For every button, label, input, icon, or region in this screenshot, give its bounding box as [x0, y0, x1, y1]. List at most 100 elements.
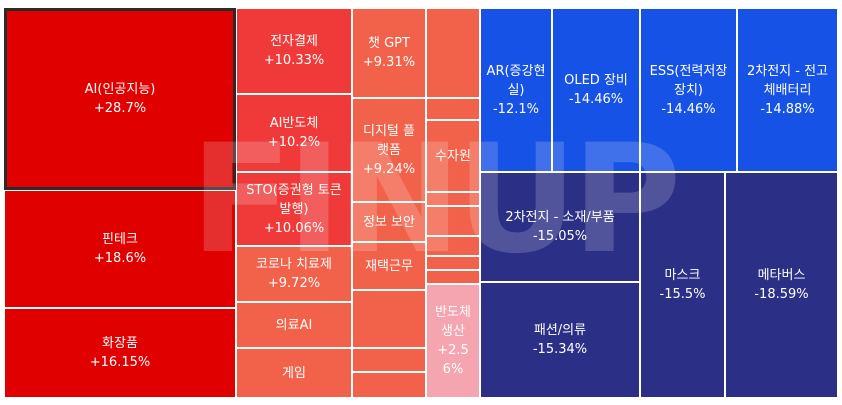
tile-label-line: 장치) — [673, 82, 703, 98]
treemap-tile-20[interactable] — [426, 206, 480, 236]
tile-label: 의료AI — [273, 316, 316, 335]
tile-label: 게임 — [279, 364, 309, 383]
tile-change: +16.15% — [89, 355, 151, 370]
treemap-tile-8[interactable]: 게임 — [236, 348, 352, 398]
treemap-tile-22[interactable] — [426, 256, 480, 270]
tile-label: 재택근무 — [362, 257, 416, 276]
tile-name: 2차전지 - 소재/부품 — [505, 210, 615, 225]
tile-label-line: 발행) — [279, 201, 309, 217]
tile-name: 코로나 치료제 — [256, 257, 332, 272]
treemap-tile-ai-0[interactable]: AI(인공지능) +28.7% — [4, 8, 236, 190]
treemap-tile-6[interactable]: 코로나 치료제 +9.72% — [236, 246, 352, 302]
tile-name: 메타버스 — [757, 268, 806, 283]
tile-name: AI반도체 — [269, 116, 319, 131]
tile-label-line: 생산 — [441, 324, 465, 339]
tile-label: 전자결제 +10.33% — [261, 32, 327, 70]
tile-label: 2차전지 - 전고 체배터리 -14.88% — [744, 62, 831, 119]
tile-label-line: ESS(전력저장 — [649, 63, 728, 79]
tile-name: OLED 장비 — [564, 73, 628, 88]
treemap-tile-2-29[interactable]: 2차전지 - 소재/부품 -15.05% — [480, 172, 640, 282]
tile-change: +10.2% — [267, 135, 321, 150]
tile-name: 챗 GPT — [368, 36, 410, 51]
treemap-tile-15[interactable] — [352, 372, 426, 398]
tile-change: -12.1% — [492, 101, 539, 117]
tile-label: 핀테크 +18.6% — [91, 230, 149, 268]
tile-name: 화장품 — [102, 336, 138, 351]
tile-change: -15.34% — [532, 342, 588, 357]
tile-name: 게임 — [282, 365, 306, 381]
treemap-tile-2-28[interactable]: 2차전지 - 전고 체배터리 -14.88% — [737, 8, 838, 172]
tile-label: AI(인공지능) +28.7% — [82, 80, 159, 118]
tile-label-line: 2차전지 - 전고 — [746, 63, 829, 79]
tile-label-line: 실) — [507, 82, 525, 98]
tile-label: 반도체 생산 +2.5 6% — [432, 303, 474, 379]
tile-change: -14.46% — [661, 101, 716, 117]
tile-name: 의료AI — [275, 317, 313, 333]
tile-label-line: 디지털 플 — [363, 123, 415, 139]
treemap-tile-13[interactable] — [352, 290, 426, 348]
treemap-tile-32[interactable]: 메타버스 -18.59% — [725, 172, 838, 398]
treemap-tile-ai-4[interactable]: AI반도체 +10.2% — [236, 94, 352, 172]
treemap-tile-3[interactable]: 전자결제 +10.33% — [236, 8, 352, 94]
tile-change: -15.05% — [532, 229, 588, 244]
tile-label-line: 6% — [442, 362, 464, 377]
tile-label: 챗 GPT +9.31% — [360, 34, 418, 72]
tile-change: +18.6% — [93, 251, 147, 266]
tile-change: +28.7% — [93, 101, 147, 116]
tile-change: -15.5% — [659, 287, 706, 302]
treemap-tile-oled-26[interactable]: OLED 장비 -14.46% — [552, 8, 640, 172]
tile-label-line: AR(증강현 — [486, 63, 546, 79]
tile-change: +9.31% — [362, 55, 416, 70]
treemap-tile-19[interactable] — [426, 192, 480, 206]
tile-label-line: +2.5 — [437, 343, 469, 358]
treemap-tile-12[interactable]: 재택근무 — [352, 242, 426, 290]
tile-name: 핀테크 — [102, 232, 138, 247]
tile-name: AI(인공지능) — [84, 82, 156, 97]
tile-label-line: STO(증권형 토큰 — [246, 182, 342, 198]
treemap-tile-14[interactable] — [352, 348, 426, 372]
treemap-tile-17[interactable] — [426, 98, 480, 120]
tile-change: +10.06% — [263, 220, 325, 236]
tile-label: 정보 보안 — [360, 213, 418, 232]
treemap-tile-11[interactable]: 정보 보안 — [352, 202, 426, 242]
tile-name: 패션/의류 — [533, 323, 587, 338]
tile-change: +9.72% — [267, 276, 321, 291]
treemap-tile-21[interactable] — [426, 236, 480, 256]
tile-label: AI반도체 +10.2% — [265, 114, 323, 152]
tile-label: 패션/의류 -15.34% — [530, 321, 590, 359]
tile-label: 화장품 +16.15% — [87, 334, 153, 372]
treemap-tile-ai-7[interactable]: 의료AI — [236, 302, 352, 348]
treemap-tile-30[interactable]: 패션/의류 -15.34% — [480, 282, 640, 398]
tile-label-line: 랫폼 — [377, 142, 401, 158]
tile-change: +9.24% — [362, 161, 416, 177]
tile-label: OLED 장비 -14.46% — [561, 71, 631, 109]
tile-label: 메타버스 -18.59% — [751, 266, 811, 304]
treemap-tile-18[interactable]: 수자원 — [426, 120, 480, 192]
treemap-tile-1[interactable]: 핀테크 +18.6% — [4, 190, 236, 308]
tile-label: 수자원 — [432, 147, 474, 166]
tile-name: 마스크 — [664, 268, 701, 283]
tile-name: 전자결제 — [270, 34, 318, 49]
tile-label: 마스크 -15.5% — [657, 266, 709, 304]
treemap-tile-24[interactable]: 반도체 생산 +2.5 6% — [426, 284, 480, 398]
tile-name: 정보 보안 — [363, 214, 415, 230]
tile-name: 수자원 — [435, 148, 471, 164]
treemap-tile-23[interactable] — [426, 270, 480, 284]
tile-change: -18.59% — [754, 287, 809, 302]
tile-name: 재택근무 — [365, 258, 413, 274]
treemap-tile-2[interactable]: 화장품 +16.15% — [4, 308, 236, 398]
treemap-tile-gpt-9[interactable]: 챗 GPT +9.31% — [352, 8, 426, 98]
treemap-tile-31[interactable]: 마스크 -15.5% — [640, 172, 725, 398]
tile-change: +10.33% — [263, 53, 325, 68]
tile-label: 2차전지 - 소재/부품 -15.05% — [502, 208, 617, 246]
treemap-tile-16[interactable] — [426, 8, 480, 98]
tile-label: 코로나 치료제 +9.72% — [253, 255, 335, 293]
